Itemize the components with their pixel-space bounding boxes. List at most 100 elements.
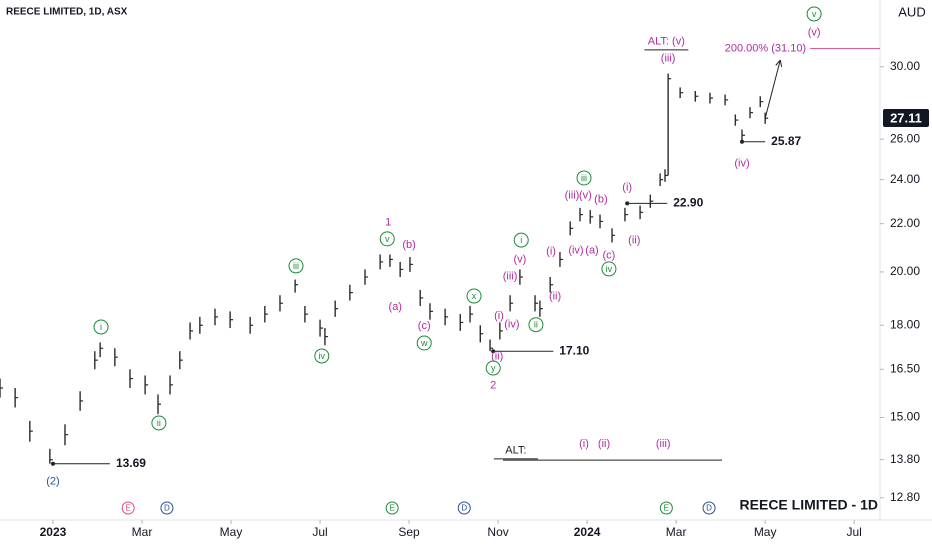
- wave-label: (ii): [491, 350, 503, 362]
- y-tick-label: 22.00: [890, 216, 920, 230]
- wave-circle: [528, 317, 544, 333]
- wave-label-circled: iv: [319, 351, 326, 361]
- wave-label-circled: ii: [157, 418, 161, 428]
- wave-label: (iv): [568, 244, 583, 256]
- wave-circle: [314, 348, 330, 364]
- event-label: D: [164, 504, 170, 513]
- wave-circle: [601, 261, 617, 277]
- event-icon: [160, 501, 174, 515]
- y-tick-label: 20.00: [890, 264, 920, 278]
- event-icon: [702, 501, 716, 515]
- wave-label: (i): [546, 245, 556, 257]
- x-tick-label: 2023: [40, 525, 67, 539]
- wave-circle: [93, 319, 109, 335]
- wave-label: (b): [594, 193, 607, 205]
- wave-label: (b): [402, 239, 415, 251]
- event-icon: [457, 501, 471, 515]
- wave-label-circled: ii: [534, 320, 538, 330]
- event-icon: [121, 501, 135, 515]
- x-tick-label: Mar: [666, 525, 687, 539]
- wave-label: (iii): [565, 189, 580, 201]
- wave-circle: [288, 258, 304, 274]
- wave-circle: [806, 6, 822, 22]
- wave-label: (a): [585, 244, 598, 256]
- x-tick-label: Mar: [132, 525, 153, 539]
- wave-label: (v): [513, 253, 526, 265]
- x-tick-label: Jul: [312, 525, 327, 539]
- wave-label-circled: v: [812, 9, 817, 19]
- x-tick-label: 2024: [574, 525, 601, 539]
- event-label: E: [126, 504, 131, 513]
- y-tick-label: 13.80: [890, 452, 920, 466]
- wave-circle: [151, 415, 167, 431]
- wave-label: 2: [490, 380, 496, 392]
- event-label: D: [706, 504, 712, 513]
- event-label: E: [664, 504, 669, 513]
- y-tick-label: 30.00: [890, 59, 920, 73]
- x-tick-label: Sep: [398, 525, 420, 539]
- wave-label-circled: w: [420, 338, 428, 348]
- wave-circle: [416, 335, 432, 351]
- wave-circle: [576, 170, 592, 186]
- wave-label: (i): [579, 438, 589, 450]
- y-tick-label: 24.00: [890, 172, 920, 186]
- wave-label-circled: v: [385, 234, 390, 244]
- projection: [764, 59, 781, 119]
- x-tick-label: Jul: [847, 525, 862, 539]
- wave-label: (i): [622, 182, 632, 194]
- wave-label-circled: iii: [581, 173, 587, 183]
- event-label: E: [389, 504, 394, 513]
- wave-label: (ii): [628, 234, 640, 246]
- wave-label: ALT:: [505, 444, 526, 456]
- y-tick-label: 18.00: [890, 317, 920, 331]
- wave-label: (i): [494, 310, 504, 322]
- wave-label: (c): [418, 320, 431, 332]
- event-icon: [385, 501, 399, 515]
- x-tick-label: May: [220, 525, 243, 539]
- wave-label-circled: iv: [606, 264, 613, 274]
- wave-label: (iv): [734, 157, 749, 169]
- wave-label-circled: i: [520, 235, 522, 245]
- wave-circle: [466, 288, 482, 304]
- wave-circle: [379, 231, 395, 247]
- x-tick-label: Nov: [487, 525, 508, 539]
- arrow-head: [775, 59, 783, 68]
- event-icon: [659, 501, 673, 515]
- level-label: 13.69: [116, 456, 146, 470]
- last-price-label: 27.11: [890, 110, 922, 125]
- y-tick-label: 15.00: [890, 410, 920, 424]
- target-label: 200.00% (31.10): [725, 42, 806, 54]
- y-tick-label: 12.80: [890, 490, 920, 504]
- wave-label: (v): [808, 26, 821, 38]
- currency: AUD: [898, 4, 925, 19]
- level-label: 22.90: [673, 196, 703, 210]
- wave-label: 1: [385, 217, 391, 229]
- wave-label: (iii): [656, 438, 671, 450]
- wave-label: (a): [389, 301, 402, 313]
- wave-label: (2): [46, 475, 59, 487]
- wave-label: (ii): [598, 438, 610, 450]
- level-label: 25.87: [771, 134, 801, 148]
- level-dot: [491, 349, 496, 354]
- wave-circle: [513, 232, 529, 248]
- chart-title: REECE LIMITED, 1D, ASX: [6, 7, 128, 18]
- wave-label: (c): [603, 249, 616, 261]
- event-label: D: [461, 504, 467, 513]
- level-dot: [50, 461, 55, 466]
- wave-label-circled: y: [491, 363, 496, 373]
- level-dot: [740, 139, 745, 144]
- y-tick-label: 16.50: [890, 361, 920, 375]
- wave-label-circled: x: [472, 291, 477, 301]
- wave-label: (iv): [504, 318, 519, 330]
- level-label: 17.10: [559, 343, 589, 357]
- wave-label: (iii): [503, 270, 518, 282]
- wave-label-circled: i: [100, 322, 102, 332]
- x-tick-label: May: [754, 525, 777, 539]
- wave-label: (ii): [549, 290, 561, 302]
- wave-label: ALT: (v): [648, 35, 685, 47]
- last-price-tag: [883, 109, 929, 128]
- y-tick-label: 26.00: [890, 131, 920, 145]
- wave-label: (iii): [661, 52, 676, 64]
